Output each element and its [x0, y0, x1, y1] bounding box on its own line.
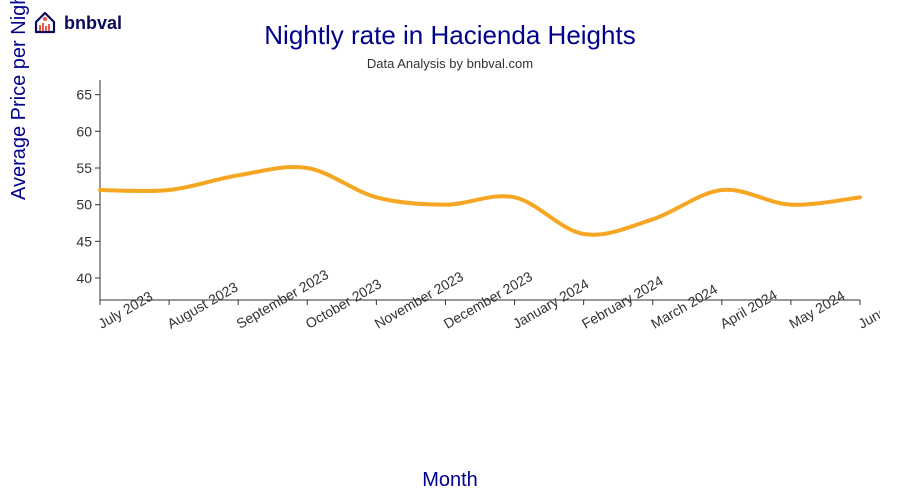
x-tick-label: April 2024 — [717, 286, 780, 331]
x-tick-label: August 2023 — [164, 278, 240, 331]
x-tick-label: May 2024 — [786, 287, 847, 332]
y-tick-label: 45 — [76, 233, 92, 249]
y-tick-label: 60 — [76, 123, 92, 139]
y-tick-label: 55 — [76, 160, 92, 176]
y-axis-label: Average Price per Night — [8, 0, 31, 200]
y-tick-label: 50 — [76, 197, 92, 213]
price-line — [100, 167, 860, 235]
chart-title: Nightly rate in Hacienda Heights — [0, 20, 900, 51]
y-tick-label: 40 — [76, 270, 92, 286]
y-tick-label: 65 — [76, 87, 92, 103]
line-chart: 404550556065July 2023August 2023Septembe… — [60, 70, 880, 420]
x-tick-label: June 2024 — [855, 285, 880, 332]
x-tick-label: July 2023 — [95, 288, 155, 332]
chart-subtitle: Data Analysis by bnbval.com — [0, 56, 900, 71]
x-axis-label: Month — [0, 469, 900, 492]
